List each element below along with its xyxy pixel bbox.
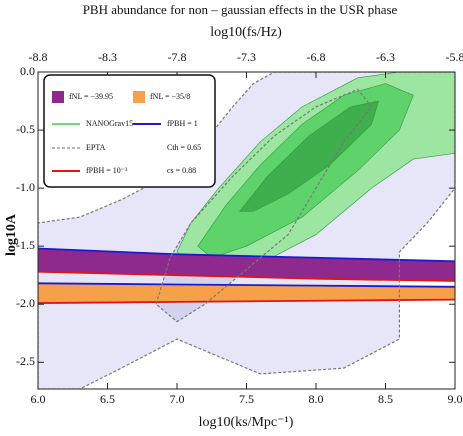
x2-axis-label: log10(fs/Hz) [210,25,282,40]
x-tick-label: 6.0 [31,392,46,406]
x2-tick-label: -8.3 [98,50,117,64]
legend-label: fNL = −35/8 [150,92,190,101]
limit-line [38,282,455,288]
x2-tick-label: -7.3 [237,50,256,64]
y-tick-label: -2.0 [16,296,35,310]
limit-line [38,298,455,304]
legend-label: cs = 0.88 [167,166,196,175]
y-tick-label: -2.5 [16,354,35,368]
legend-swatch [133,91,145,103]
y-axis-label: log10A [4,213,19,256]
x-tick-label: 6.5 [100,392,115,406]
region-outline [155,88,373,323]
legend-label: Cth = 0.65 [167,143,201,152]
x2-tick-label: -8.8 [29,50,48,64]
legend-label: NANOGrav15 [86,119,133,128]
chart-title: PBH abundance for non – gaussian effects… [83,2,398,17]
x-axis-label: log10(ks/Mpc⁻¹) [199,415,294,430]
legend-label: fNL = −39.95 [69,92,113,101]
limit-line [38,247,455,263]
y-tick-label: -1.5 [16,238,35,252]
legend-swatch [52,91,64,103]
region-outline [38,72,455,389]
y-tick-label: -1.0 [16,180,35,194]
limit-line [38,270,455,282]
legend-label: fPBH = 10⁻³ [86,166,128,175]
x-tick-label: 8.0 [309,392,324,406]
x-tick-label: 7.5 [239,392,254,406]
band [38,283,455,304]
x-tick-label: 9.0 [448,392,463,406]
x2-tick-label: -6.8 [307,50,326,64]
band [38,248,455,282]
x2-tick-label: -7.8 [168,50,187,64]
y-tick-label: 0.0 [20,64,35,78]
legend-box [43,74,216,188]
legend-label: fPBH = 1 [167,119,198,128]
x-tick-label: 8.5 [378,392,393,406]
plot-area [38,72,455,389]
y-tick-label: -0.5 [16,122,35,136]
x2-tick-label: -5.8 [446,50,463,64]
x2-tick-label: -6.3 [376,50,395,64]
x-tick-label: 7.0 [170,392,185,406]
legend-label: EPTA [86,143,106,152]
region-level [238,100,379,212]
